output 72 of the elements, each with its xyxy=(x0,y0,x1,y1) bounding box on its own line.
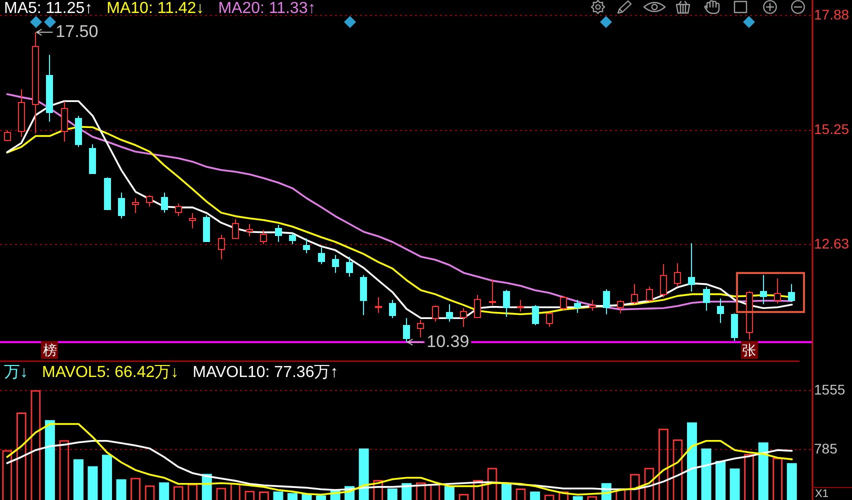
candlestick xyxy=(503,289,510,318)
candlestick xyxy=(688,242,695,292)
candlestick xyxy=(560,295,567,310)
candlestick xyxy=(289,232,296,245)
candlestick xyxy=(760,274,767,305)
annotation: 10.39 xyxy=(426,332,470,351)
candlestick xyxy=(104,176,111,211)
y-tick-label: 12.63 xyxy=(814,235,850,252)
candlestick xyxy=(375,296,382,314)
annotation: 张 xyxy=(740,341,758,359)
candlestick xyxy=(517,299,524,312)
candlestick xyxy=(460,308,467,328)
candlestick xyxy=(189,212,196,229)
candlestick xyxy=(61,101,68,142)
candlestick xyxy=(403,318,410,343)
candlestick xyxy=(574,299,581,314)
candlestick xyxy=(703,286,710,312)
candlestick xyxy=(532,304,539,326)
text: MA5: 11.25↑ xyxy=(4,0,93,17)
candlestick xyxy=(788,284,795,302)
candlestick xyxy=(717,298,724,324)
candlestick xyxy=(489,278,496,306)
candlestick xyxy=(332,254,339,274)
candlestick xyxy=(674,262,681,288)
candlestick xyxy=(46,54,53,122)
candlestick xyxy=(218,234,225,260)
candlestick xyxy=(303,238,310,254)
text: MAVOL5: 66.42万↓ xyxy=(42,364,179,381)
candlestick xyxy=(617,300,624,314)
candlestick xyxy=(631,284,638,305)
candlestick xyxy=(118,192,125,219)
y-tick-label: 785 xyxy=(814,440,838,457)
candlestick xyxy=(346,256,353,278)
annotation: 17.50 xyxy=(56,22,98,41)
candlestick xyxy=(546,312,553,328)
candlestick xyxy=(75,115,82,148)
candlestick xyxy=(18,88,25,138)
candlestick xyxy=(246,224,253,237)
y-tick-label: 15.25 xyxy=(814,121,850,138)
candlestick xyxy=(432,305,439,322)
candlestick xyxy=(260,230,267,245)
text: MA10: 11.42↓ xyxy=(106,0,204,17)
candlestick xyxy=(446,304,453,322)
candlestick xyxy=(360,274,367,316)
candlestick xyxy=(731,312,738,342)
candlestick xyxy=(161,192,168,214)
text: MA20: 11.33↑ xyxy=(218,0,316,17)
series-label: 万↓ xyxy=(4,364,28,381)
candlestick xyxy=(32,32,39,134)
candlestick xyxy=(603,288,610,315)
candlestick xyxy=(175,203,182,217)
text: MAVOL10: 77.36万↑ xyxy=(192,364,338,381)
candlestick xyxy=(318,247,325,265)
candlestick xyxy=(774,278,781,304)
candlestick xyxy=(132,198,139,214)
candlestick xyxy=(232,218,239,239)
candlestick xyxy=(146,194,153,208)
candlestick xyxy=(474,294,481,318)
candlestick xyxy=(275,224,282,242)
candlestick xyxy=(4,130,11,142)
y-tick-label: 17.88 xyxy=(814,6,850,23)
candlestick xyxy=(89,144,96,174)
y-axis-title: X1 xyxy=(815,488,828,500)
candlestick xyxy=(417,319,424,338)
annotation: 榜 xyxy=(41,341,58,359)
candlestick xyxy=(646,286,653,302)
candlestick xyxy=(389,299,396,319)
y-tick-label: 1555 xyxy=(814,381,846,398)
candlestick xyxy=(589,299,596,312)
candlestick xyxy=(660,264,667,298)
candlestick xyxy=(746,290,753,340)
candlestick xyxy=(203,214,210,242)
